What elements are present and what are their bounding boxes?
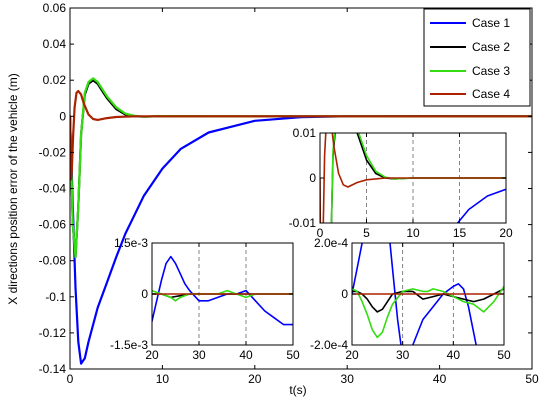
inset-bottom-right-series-case-2 [352,288,504,313]
main-x-tick-label: 40 [433,372,447,386]
inset-bottom-left-x-tick-label: 50 [286,348,300,362]
main-plot-area: 0 10 20 30 40 50-0.14-0.12-0.1-0.08-0.06-0.04… [39,1,539,386]
inset-top-y-tick-label: -0.01 [289,216,317,230]
inset-bottom-left-y-tick-label: 1.5e-3 [114,236,148,250]
inset-bottom-right-series-case-1 [352,243,477,345]
main-y-tick-label: 0 [59,109,66,123]
inset-bottom-right-x-tick-label: 40 [447,348,461,362]
main-series-case-4 [70,89,532,181]
inset-bottom-right-y-tick-label: -2.0e-4 [310,338,348,352]
inset-bottom-right-series-layer [352,243,504,345]
inset-bottom-right-x-tick-label: 30 [396,348,410,362]
x-axis-label: t(s) [289,383,306,397]
inset-bottom-left-x-tick-label: 30 [192,348,206,362]
main-y-tick-label: -0.02 [39,145,67,159]
main-y-tick-label: 0.02 [43,73,67,87]
inset-bottom-left-series-layer [152,255,293,326]
inset-top-x-tick-label: 5 [363,226,370,240]
main-x-tick-label: 50 [525,372,539,386]
inset-bottom-right-y-tick-label: 0 [341,287,348,301]
main-x-tick-label: 20 [248,372,262,386]
inset-bottom-right-y-tick-label: 2.0e-4 [314,236,348,250]
legend-label-case-1: Case 1 [472,16,510,30]
main-y-tick-label: 0.04 [43,37,67,51]
main-x-tick-label: 0 [67,372,74,386]
inset-top-series-layer [320,133,506,223]
main-axes: 0 10 20 30 40 50-0.14-0.12-0.1-0.08-0.06-0.04… [6,1,539,397]
inset-top-x-tick-label: 15 [453,226,467,240]
main-y-tick-label: -0.04 [39,182,67,196]
inset-bottom-right-axes: 20 30 40 50 -2.0e-4 0 2.0e-4 [310,236,511,362]
legend-label-case-4: Case 4 [472,87,510,101]
inset-top-series-case-4 [320,133,506,223]
inset-bottom-right-x-tick-label: 50 [497,348,511,362]
inset-top-y-tick-label: 0 [309,171,316,185]
legend-label-case-3: Case 3 [472,64,510,78]
main-x-tick-label: 10 [156,372,170,386]
main-series-layer [70,77,532,365]
main-y-tick-label: -0.1 [45,290,66,304]
inset-top-series-case-1 [456,188,506,223]
main-y-tick-label: -0.14 [39,362,67,376]
main-y-tick-label: -0.08 [39,254,67,268]
inset-top-y-tick-label: 0.01 [293,126,317,140]
main-y-tick-label: -0.12 [39,326,67,340]
inset-bottom-right-x-tick-label: 20 [345,348,359,362]
inset-bottom-right-series-case-3 [352,285,504,339]
main-series-case-1 [70,114,532,365]
main-y-tick-label: -0.06 [39,218,67,232]
inset-top-x-tick-label: 0 [317,226,324,240]
legend-label-case-2: Case 2 [472,40,510,54]
main-axes-frame [69,7,533,370]
inset-bottom-left-y-tick-label: -1.5e-3 [110,338,148,352]
inset-top-x-tick-label: 20 [499,226,513,240]
inset-bottom-left-y-tick-label: 0 [141,287,148,301]
inset-bottom-left-x-tick-label: 20 [145,348,159,362]
y-axis-label: X directions position error of the vehic… [6,73,20,304]
legend: Case 1 Case 2 Case 3 Case 4 [423,8,531,107]
main-x-tick-label: 30 [341,372,355,386]
main-y-tick-label: 0.06 [43,1,67,15]
inset-bottom-left-x-tick-label: 40 [239,348,253,362]
legend-box [423,8,531,107]
inset-top-x-tick-label: 10 [406,226,420,240]
inset-bottom-left-axes: 20 30 40 50 -1.5e-3 0 1.5e-3 [110,236,300,362]
inset-bottom-left-series-case-1 [152,255,293,326]
